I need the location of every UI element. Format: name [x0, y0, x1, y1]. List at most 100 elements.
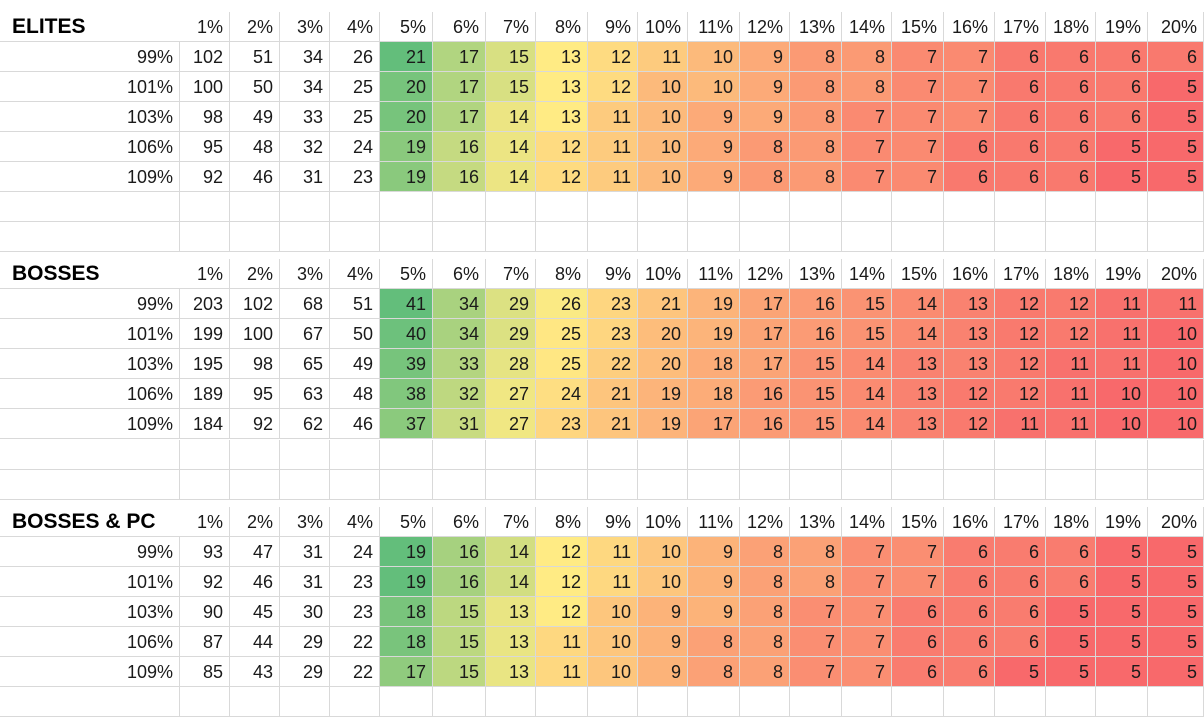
empty-cell[interactable]: [588, 192, 638, 222]
row-label-cell[interactable]: 103%: [0, 102, 180, 132]
value-cell[interactable]: 12: [536, 567, 588, 597]
empty-cell[interactable]: [842, 687, 892, 717]
empty-cell[interactable]: [433, 192, 486, 222]
value-cell[interactable]: 10: [1148, 349, 1204, 379]
column-header-cell[interactable]: 3%: [280, 259, 330, 289]
value-cell[interactable]: 13: [944, 289, 995, 319]
value-cell[interactable]: 15: [790, 349, 842, 379]
empty-cell[interactable]: [790, 222, 842, 252]
value-cell[interactable]: 6: [944, 657, 995, 687]
value-cell[interactable]: 14: [486, 537, 536, 567]
value-cell[interactable]: 50: [230, 72, 280, 102]
empty-cell[interactable]: [1096, 440, 1148, 470]
value-cell[interactable]: 15: [433, 597, 486, 627]
value-cell[interactable]: 12: [1046, 319, 1096, 349]
value-cell[interactable]: 5: [1148, 657, 1204, 687]
value-cell[interactable]: 16: [790, 289, 842, 319]
row-label-cell[interactable]: 101%: [0, 319, 180, 349]
value-cell[interactable]: 25: [536, 349, 588, 379]
value-cell[interactable]: 14: [486, 162, 536, 192]
value-cell[interactable]: 63: [280, 379, 330, 409]
value-cell[interactable]: 19: [638, 409, 688, 439]
value-cell[interactable]: 90: [180, 597, 230, 627]
column-header-cell[interactable]: 2%: [230, 507, 280, 537]
value-cell[interactable]: 8: [790, 537, 842, 567]
row-label-cell[interactable]: 101%: [0, 567, 180, 597]
empty-cell[interactable]: [740, 687, 790, 717]
empty-cell[interactable]: [842, 440, 892, 470]
value-cell[interactable]: 8: [740, 597, 790, 627]
row-label-cell[interactable]: 103%: [0, 597, 180, 627]
value-cell[interactable]: 10: [638, 537, 688, 567]
empty-cell[interactable]: [486, 440, 536, 470]
column-header-cell[interactable]: 4%: [330, 259, 380, 289]
value-cell[interactable]: 15: [486, 72, 536, 102]
value-cell[interactable]: 7: [944, 72, 995, 102]
value-cell[interactable]: 19: [380, 162, 433, 192]
empty-cell[interactable]: [330, 470, 380, 500]
column-header-cell[interactable]: 1%: [180, 259, 230, 289]
value-cell[interactable]: 10: [1148, 379, 1204, 409]
value-cell[interactable]: 10: [638, 162, 688, 192]
value-cell[interactable]: 92: [180, 162, 230, 192]
value-cell[interactable]: 17: [433, 102, 486, 132]
column-header-cell[interactable]: 6%: [433, 259, 486, 289]
value-cell[interactable]: 30: [280, 597, 330, 627]
empty-cell[interactable]: [588, 470, 638, 500]
value-cell[interactable]: 15: [790, 379, 842, 409]
value-cell[interactable]: 17: [433, 42, 486, 72]
empty-cell[interactable]: [944, 470, 995, 500]
value-cell[interactable]: 6: [995, 537, 1046, 567]
value-cell[interactable]: 5: [1148, 537, 1204, 567]
value-cell[interactable]: 23: [330, 597, 380, 627]
empty-cell[interactable]: [486, 687, 536, 717]
empty-cell[interactable]: [230, 687, 280, 717]
value-cell[interactable]: 7: [944, 42, 995, 72]
column-header-cell[interactable]: 11%: [688, 507, 740, 537]
value-cell[interactable]: 34: [433, 289, 486, 319]
value-cell[interactable]: 16: [740, 409, 790, 439]
value-cell[interactable]: 13: [536, 102, 588, 132]
column-header-cell[interactable]: 18%: [1046, 12, 1096, 42]
empty-cell[interactable]: [892, 440, 944, 470]
column-header-cell[interactable]: 9%: [588, 259, 638, 289]
column-header-cell[interactable]: 17%: [995, 259, 1046, 289]
value-cell[interactable]: 102: [180, 42, 230, 72]
value-cell[interactable]: 11: [1046, 379, 1096, 409]
empty-cell[interactable]: [0, 440, 180, 470]
row-label-cell[interactable]: 106%: [0, 132, 180, 162]
value-cell[interactable]: 5: [1096, 627, 1148, 657]
value-cell[interactable]: 8: [790, 132, 842, 162]
value-cell[interactable]: 15: [433, 627, 486, 657]
value-cell[interactable]: 13: [944, 349, 995, 379]
value-cell[interactable]: 47: [230, 537, 280, 567]
value-cell[interactable]: 18: [380, 597, 433, 627]
value-cell[interactable]: 92: [180, 567, 230, 597]
value-cell[interactable]: 6: [1096, 42, 1148, 72]
value-cell[interactable]: 14: [892, 289, 944, 319]
row-label-cell[interactable]: 109%: [0, 657, 180, 687]
value-cell[interactable]: 11: [1096, 349, 1148, 379]
value-cell[interactable]: 184: [180, 409, 230, 439]
value-cell[interactable]: 6: [1046, 132, 1096, 162]
value-cell[interactable]: 18: [380, 627, 433, 657]
value-cell[interactable]: 14: [486, 567, 536, 597]
value-cell[interactable]: 10: [638, 567, 688, 597]
value-cell[interactable]: 7: [842, 597, 892, 627]
value-cell[interactable]: 23: [536, 409, 588, 439]
empty-cell[interactable]: [688, 222, 740, 252]
value-cell[interactable]: 9: [638, 597, 688, 627]
value-cell[interactable]: 29: [486, 289, 536, 319]
column-header-cell[interactable]: 12%: [740, 507, 790, 537]
empty-cell[interactable]: [1148, 440, 1204, 470]
value-cell[interactable]: 16: [433, 537, 486, 567]
value-cell[interactable]: 6: [995, 162, 1046, 192]
value-cell[interactable]: 48: [330, 379, 380, 409]
empty-cell[interactable]: [180, 192, 230, 222]
row-label-cell[interactable]: 109%: [0, 162, 180, 192]
column-header-cell[interactable]: 16%: [944, 507, 995, 537]
value-cell[interactable]: 22: [588, 349, 638, 379]
empty-cell[interactable]: [1148, 222, 1204, 252]
value-cell[interactable]: 6: [1046, 537, 1096, 567]
empty-cell[interactable]: [486, 192, 536, 222]
